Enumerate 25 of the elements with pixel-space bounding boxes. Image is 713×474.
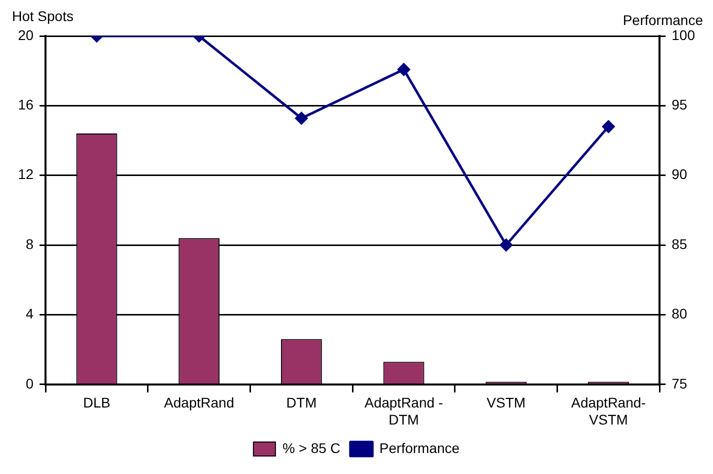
- y-tick-label: 20: [18, 26, 34, 43]
- y-tick-label: 4: [26, 306, 34, 322]
- point: [500, 238, 512, 252]
- y2-tick-label: 85: [672, 236, 688, 252]
- x-tick-label: VSTM: [486, 394, 526, 411]
- y2-tick-label: 100: [672, 26, 696, 43]
- x-tick-label: DLB: [83, 394, 110, 411]
- y-axis-title: Hot Spots: [12, 8, 74, 24]
- y2-tick-label: 90: [672, 166, 688, 182]
- point: [295, 112, 308, 124]
- x-tick-label: AdaptRand: [164, 394, 234, 411]
- point: [602, 120, 615, 133]
- y2-tick-label: 75: [672, 375, 688, 392]
- y-tick-label: 16: [18, 96, 34, 113]
- y2-axis-title: Performance: [622, 12, 704, 28]
- y2-tick-label: 95: [672, 96, 688, 113]
- x-tick-label: DTM: [286, 394, 317, 411]
- y-tick-label: 8: [26, 236, 34, 252]
- legend-label: Performance: [379, 440, 460, 456]
- y2-tick-label: 80: [672, 306, 688, 322]
- x-tick-label: AdaptRand - DTM: [364, 394, 444, 428]
- y-tick-label: 12: [18, 166, 34, 182]
- legend-label: % > 85 C: [282, 440, 340, 456]
- x-tick-label: AdaptRand-VSTM: [571, 394, 646, 428]
- y-tick-label: 0: [26, 375, 34, 392]
